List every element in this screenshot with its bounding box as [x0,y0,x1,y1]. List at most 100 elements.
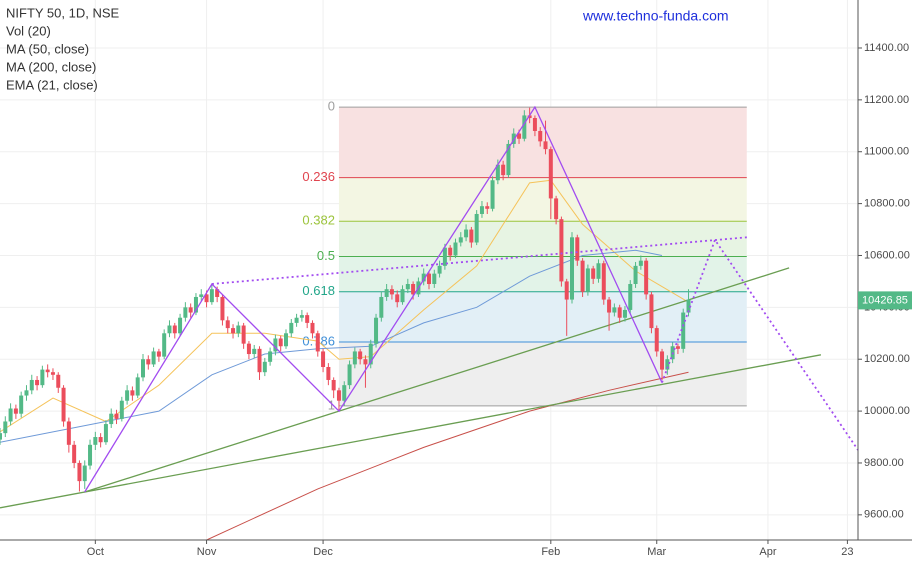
candle-body [236,325,241,334]
candle-body [19,395,24,414]
fib-label: 0.618 [302,283,335,298]
candle-body [628,284,633,310]
candle-body [469,229,474,243]
candle-body [427,273,431,285]
candle-body [209,289,214,303]
y-tick-label: 9800.00 [864,457,904,469]
candle-body [358,351,363,360]
candle-body [490,180,495,209]
candle-body [289,322,294,334]
candle-body [326,367,331,380]
candle-body [570,237,574,300]
candle-body [61,387,66,422]
candle-body [3,421,8,434]
candle-body [72,444,77,463]
candle-body [315,333,320,352]
candle-body [130,390,135,396]
drawing-line [84,105,663,493]
candle-body [88,444,93,466]
candle-body [660,351,665,370]
candle-body [596,263,601,279]
candle-body [665,359,670,370]
fib-band [338,221,747,257]
candle-body [612,307,617,313]
candle-body [437,265,442,274]
candle-body [617,307,622,318]
x-tick-label: 23 [841,546,853,558]
candle-body [374,317,379,344]
candle-body [464,229,469,238]
candle-body [103,424,108,443]
candle-body [45,369,50,373]
y-tick-label: 11400.00 [864,42,909,54]
candle-body [405,284,410,290]
candle-body [220,296,225,321]
candle-body [411,284,416,295]
legend-item: NIFTY 50, 1D, NSE [6,5,120,20]
x-tick-label: Dec [313,546,333,558]
candle-body [532,118,537,131]
y-tick-label: 10200.00 [864,353,910,365]
candle-body [294,317,299,323]
price-tag [858,291,912,310]
y-tick-label: 10800.00 [864,198,910,210]
candle-body [56,374,61,388]
fib-band [338,107,747,178]
candle-body [331,379,336,391]
price-tag-label: 10426.85 [862,294,908,306]
candle-body [278,338,283,347]
candle-body [119,400,124,419]
candle-body [485,206,490,209]
candle-body [638,260,643,266]
fib-band [338,256,747,292]
drawing-line [661,237,858,451]
candle-body [162,333,167,357]
candle-body [474,213,479,243]
candle-body [225,320,230,329]
candle-body [167,325,172,334]
candle-body [495,164,500,181]
candle-body [585,268,590,292]
candle-body [156,351,161,357]
drawing-line [84,267,790,493]
candle-body [77,462,82,482]
candle-body [183,307,188,318]
candle-body [310,322,315,334]
candle-body [178,317,183,334]
legend-item: MA (200, close) [6,59,96,74]
x-tick-label: Oct [87,546,104,558]
candle-body [607,299,612,313]
candle-body [649,294,654,329]
candle-body [389,289,394,295]
candle-body [215,289,220,297]
candle-body [384,289,389,297]
fib-label: 0 [328,99,335,114]
candle-body [448,247,453,256]
candle-body [82,465,87,482]
candle-body [538,130,543,142]
watermark: www.techno-funda.com [582,8,729,24]
candle-body [591,268,596,279]
candle-body [548,149,553,199]
candle-body [273,338,278,352]
candle-body [146,359,151,365]
legend-item: EMA (21, close) [6,77,98,92]
candle-body [352,351,357,365]
y-tick-label: 9600.00 [864,509,904,521]
candle-body [554,198,559,220]
candle-body [506,143,511,176]
candle-body [262,361,267,373]
x-tick-label: Mar [647,546,666,558]
candle-body [342,385,347,401]
candle-body [580,260,585,292]
y-tick-label: 11200.00 [864,94,909,106]
candle-body [125,390,130,401]
candle-body [575,237,580,261]
candle-body [686,299,691,313]
candle-body [141,359,145,378]
candle-body [432,273,437,285]
candle-body [135,377,140,396]
candle-body [241,325,246,344]
